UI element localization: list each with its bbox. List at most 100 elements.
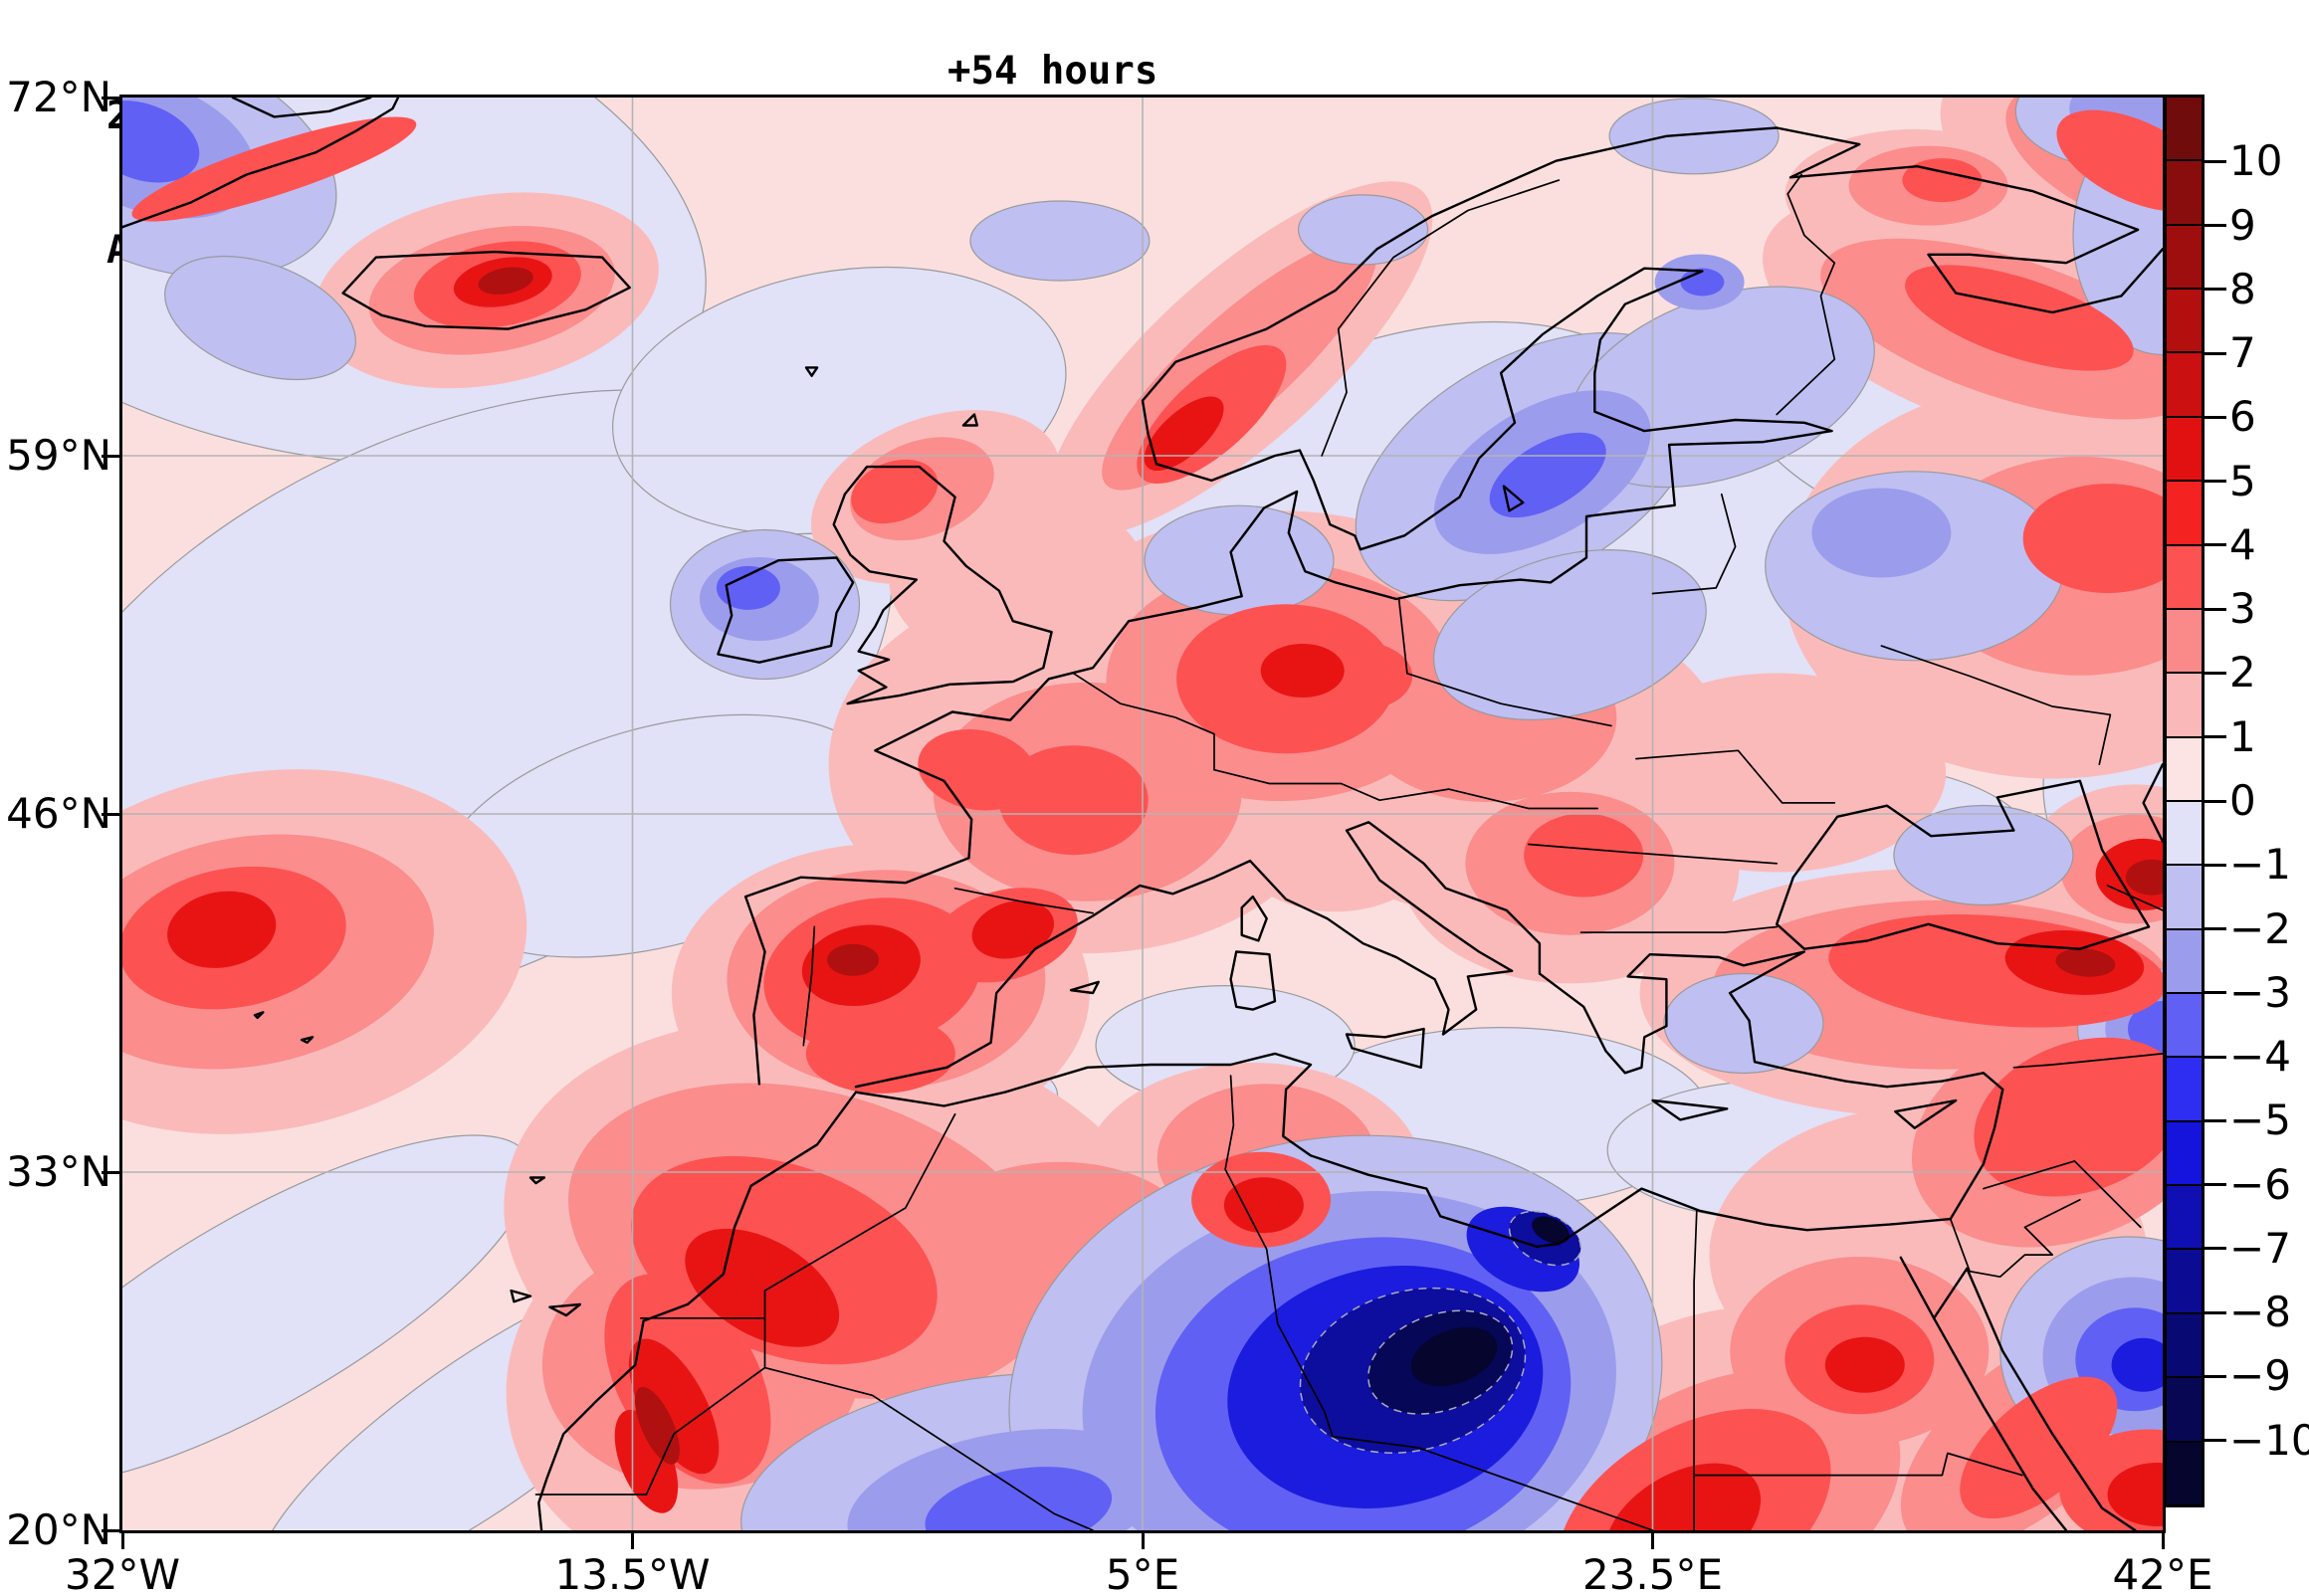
border-caucasus [2106, 885, 2163, 911]
temperature-anomaly-blob [1663, 972, 1824, 1075]
coastline-red-sea-west [1932, 1316, 2068, 1530]
border-syria-iraq [1983, 1160, 2142, 1229]
coastline-gotland [1502, 485, 1525, 512]
coastline-faroe [804, 366, 819, 377]
border-carpathia-west [1406, 672, 1612, 727]
colorbar [2164, 95, 2204, 1507]
colorbar-tick-mark [2204, 1374, 2226, 1378]
x-axis-tick-mark [631, 1533, 634, 1549]
colorbar-segment [2167, 543, 2202, 608]
border-germany-poland [1397, 598, 1408, 675]
border-libya-niger-chad [1332, 1435, 1654, 1530]
y-axis-tick-label: 59°N [6, 431, 111, 480]
coastline-crete [1651, 1098, 1729, 1121]
colorbar-segment [2167, 1440, 2202, 1504]
temperature-anomaly-blob [1824, 1336, 1905, 1393]
colorbar-segment [2167, 799, 2202, 865]
temperature-anomaly-blob [925, 1467, 1113, 1530]
coastline-azores [300, 1036, 315, 1044]
coastline-ireland [717, 556, 855, 664]
border-algeria-tunisia-libya [1224, 1075, 1334, 1438]
coastline-africa-atlantic [537, 1091, 858, 1530]
border-danube [1629, 851, 1779, 865]
temperature-anomaly-blob [1489, 432, 1606, 518]
y-axis-tick-mark [102, 1528, 119, 1532]
colorbar-segment [2167, 1056, 2202, 1120]
coastline-sicily [1345, 1027, 1425, 1069]
coastline-iceland [341, 250, 631, 330]
coastline-black-sea [1776, 779, 2151, 950]
colorbar-segment [2167, 607, 2202, 673]
colorbar-tick-label: −6 [2229, 1159, 2291, 1209]
colorbar-tick-label: 5 [2229, 456, 2256, 505]
temperature-anomaly-blob [1893, 804, 2074, 906]
colorbar-tick-mark [2204, 351, 2226, 355]
y-axis-tick-mark [102, 812, 119, 816]
colorbar-tick-mark [2204, 543, 2226, 547]
border-baltics [1651, 493, 1737, 595]
colorbar-tick-mark [2204, 799, 2226, 803]
temperature-anomaly-blob [2107, 1463, 2163, 1526]
coastline-greenland [231, 98, 372, 118]
temperature-anomaly-blob [2056, 109, 2163, 212]
colorbar-segment [2167, 98, 2202, 160]
coastline-canary-islands [548, 1302, 582, 1317]
colorbar-segment [2167, 159, 2202, 224]
y-axis-tick-label: 46°N [6, 789, 111, 838]
colorbar-segment [2167, 672, 2202, 736]
coastline-balearics [1069, 980, 1100, 995]
x-axis-tick-label: 13.5°W [554, 1550, 711, 1596]
temperature-anomaly-blob [1604, 1463, 1762, 1530]
colorbar-tick-label: 9 [2229, 200, 2256, 250]
border-alps [1213, 768, 1450, 802]
border-turkey-syria [2012, 1053, 2163, 1069]
coastline-corsica [1240, 895, 1268, 942]
temperature-anomaly-blob [969, 200, 1151, 282]
temperature-anomaly-blob [1432, 549, 1707, 720]
temperature-anomaly-blob [1297, 194, 1429, 266]
colorbar-tick-mark [2204, 735, 2226, 739]
map-canvas [122, 98, 2163, 1530]
colorbar-tick-mark [2204, 671, 2226, 675]
border-france-spain [953, 887, 1094, 914]
temperature-anomaly-blob [851, 459, 939, 524]
colorbar-tick-label: −3 [2229, 967, 2291, 1017]
border-romania-ukraine [1635, 749, 1836, 804]
y-axis-tick-label: 33°N [6, 1147, 111, 1196]
border-mauritania [534, 1316, 766, 1496]
border-serbia [1527, 843, 1632, 854]
colorbar-tick-label: −9 [2229, 1351, 2291, 1401]
colorbar-segment [2167, 415, 2202, 481]
x-axis-tick-mark [1141, 1533, 1145, 1549]
colorbar-tick-mark [2204, 159, 2226, 163]
y-axis-tick-label: 20°N [6, 1505, 111, 1554]
colorbar-segment [2167, 1311, 2202, 1377]
coastline-madeira [528, 1176, 546, 1185]
colorbar-segment [2167, 864, 2202, 928]
colorbar-segment [2167, 223, 2202, 289]
temperature-anomaly-blob [1974, 1037, 2163, 1197]
temperature-anomaly-blob [2022, 484, 2163, 594]
temperature-anomaly-blob [1532, 1216, 1570, 1244]
colorbar-tick-mark [2204, 863, 2226, 867]
temperature-anomaly-blob [889, 490, 1149, 670]
temperature-anomaly-blob [1260, 644, 1345, 698]
colorbar-tick-mark [2204, 607, 2226, 611]
colorbar-tick-label: −5 [2229, 1096, 2291, 1145]
y-axis-tick-mark [102, 96, 119, 100]
temperature-anomaly-blob [164, 255, 356, 381]
colorbar-tick-mark [2204, 288, 2226, 292]
colorbar-segment [2167, 1119, 2202, 1185]
colorbar-tick-label: 8 [2229, 264, 2256, 313]
colorbar-tick-mark [2204, 1118, 2226, 1122]
colorbar-tick-label: 10 [2229, 136, 2283, 186]
temperature-anomaly-blob [2125, 859, 2163, 896]
colorbar-tick-label: 1 [2229, 711, 2256, 761]
temperature-anomaly-blob [2055, 948, 2116, 977]
coastline-azores [253, 1011, 265, 1020]
colorbar-tick-mark [2204, 1310, 2226, 1314]
colorbar-tick-label: 0 [2229, 776, 2256, 825]
colorbar-tick-mark [2204, 1183, 2226, 1187]
border-egypt-sudan [1693, 1452, 2023, 1477]
